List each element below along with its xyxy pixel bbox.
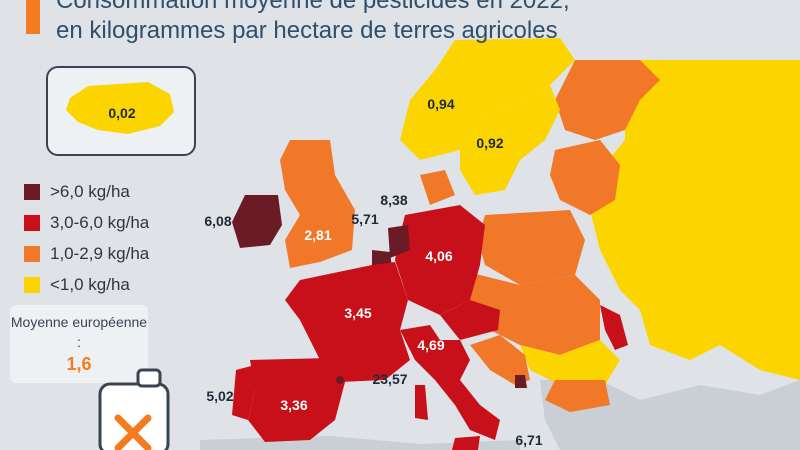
value-iceland: 0,02: [108, 105, 136, 121]
region-romania: [520, 340, 620, 385]
value-uk: 2,81: [304, 227, 332, 243]
average-card: Moyenne européenne : 1,6: [10, 305, 148, 383]
value-switzerland: 4,69: [417, 337, 445, 353]
region-portugal: [232, 365, 255, 420]
legend-item-very-high: >6,0 kg/ha: [24, 176, 149, 207]
legend: >6,0 kg/ha 3,0-6,0 kg/ha 1,0-2,9 kg/ha <…: [24, 176, 149, 300]
average-value: 1,6: [66, 354, 92, 374]
title-line-1: Consommation moyenne de pesticides en 20…: [56, 0, 570, 14]
legend-label: <1,0 kg/ha: [50, 274, 130, 294]
legend-item-high: 3,0-6,0 kg/ha: [24, 207, 149, 238]
legend-swatch: [24, 245, 40, 262]
value-montenegro: 6,71: [515, 432, 543, 448]
average-label: Moyenne européenne :: [10, 314, 148, 350]
region-norway: [400, 38, 575, 160]
region-austria: [440, 300, 500, 340]
region-denmark: [420, 170, 455, 205]
cross-icon: [114, 414, 152, 450]
legend-item-low: <1,0 kg/ha: [24, 269, 149, 300]
value-france: 3,45: [344, 305, 372, 321]
value-ireland: 6,08: [204, 213, 232, 229]
value-belgium: 5,71: [351, 211, 379, 227]
region-montenegro: [515, 375, 527, 388]
region-poland: [478, 210, 585, 285]
region-germany: [395, 205, 485, 315]
value-malta: 23,57: [372, 371, 408, 387]
value-sweden: 0,92: [476, 135, 504, 151]
legend-label: >6,0 kg/ha: [50, 181, 130, 201]
page-title: Consommation moyenne de pesticides en 20…: [56, 0, 796, 46]
region-balkans-west: [470, 335, 530, 385]
region-baltics: [550, 140, 620, 215]
jerrycan-icon: [98, 368, 170, 450]
legend-label: 1,0-2,9 kg/ha: [50, 243, 150, 263]
region-moldova: [600, 305, 628, 350]
value-portugal: 5,02: [206, 388, 234, 404]
region-sweden: [460, 85, 560, 195]
region-spain: [248, 358, 345, 442]
region-finland: [555, 60, 660, 140]
region-italy: [405, 340, 500, 440]
iceland-shape: [66, 82, 174, 134]
region-ireland: [232, 195, 282, 248]
legend-item-medium: 1,0-2,9 kg/ha: [24, 238, 149, 269]
legend-swatch: [24, 214, 40, 231]
region-central-east: [460, 270, 600, 355]
region-sicily: [452, 436, 480, 450]
value-norway: 0,94: [427, 96, 455, 112]
legend-swatch: [24, 183, 40, 200]
value-germany: 4,06: [425, 248, 453, 264]
value-spain: 3,36: [280, 397, 308, 413]
value-netherlands: 8,38: [380, 192, 408, 208]
region-bulgaria: [545, 380, 610, 412]
region-netherlands: [388, 225, 410, 258]
title-line-2: en kilogrammes par hectare de terres agr…: [56, 17, 558, 44]
region-uk: [280, 140, 355, 268]
region-sardinia: [415, 385, 428, 420]
legend-swatch: [24, 276, 40, 293]
legend-label: 3,0-6,0 kg/ha: [50, 212, 150, 232]
region-east: [590, 60, 800, 380]
region-malta: [336, 376, 344, 384]
iceland-inset: [46, 66, 196, 156]
region-france: [285, 262, 410, 382]
title-accent-bar: [26, 0, 40, 34]
